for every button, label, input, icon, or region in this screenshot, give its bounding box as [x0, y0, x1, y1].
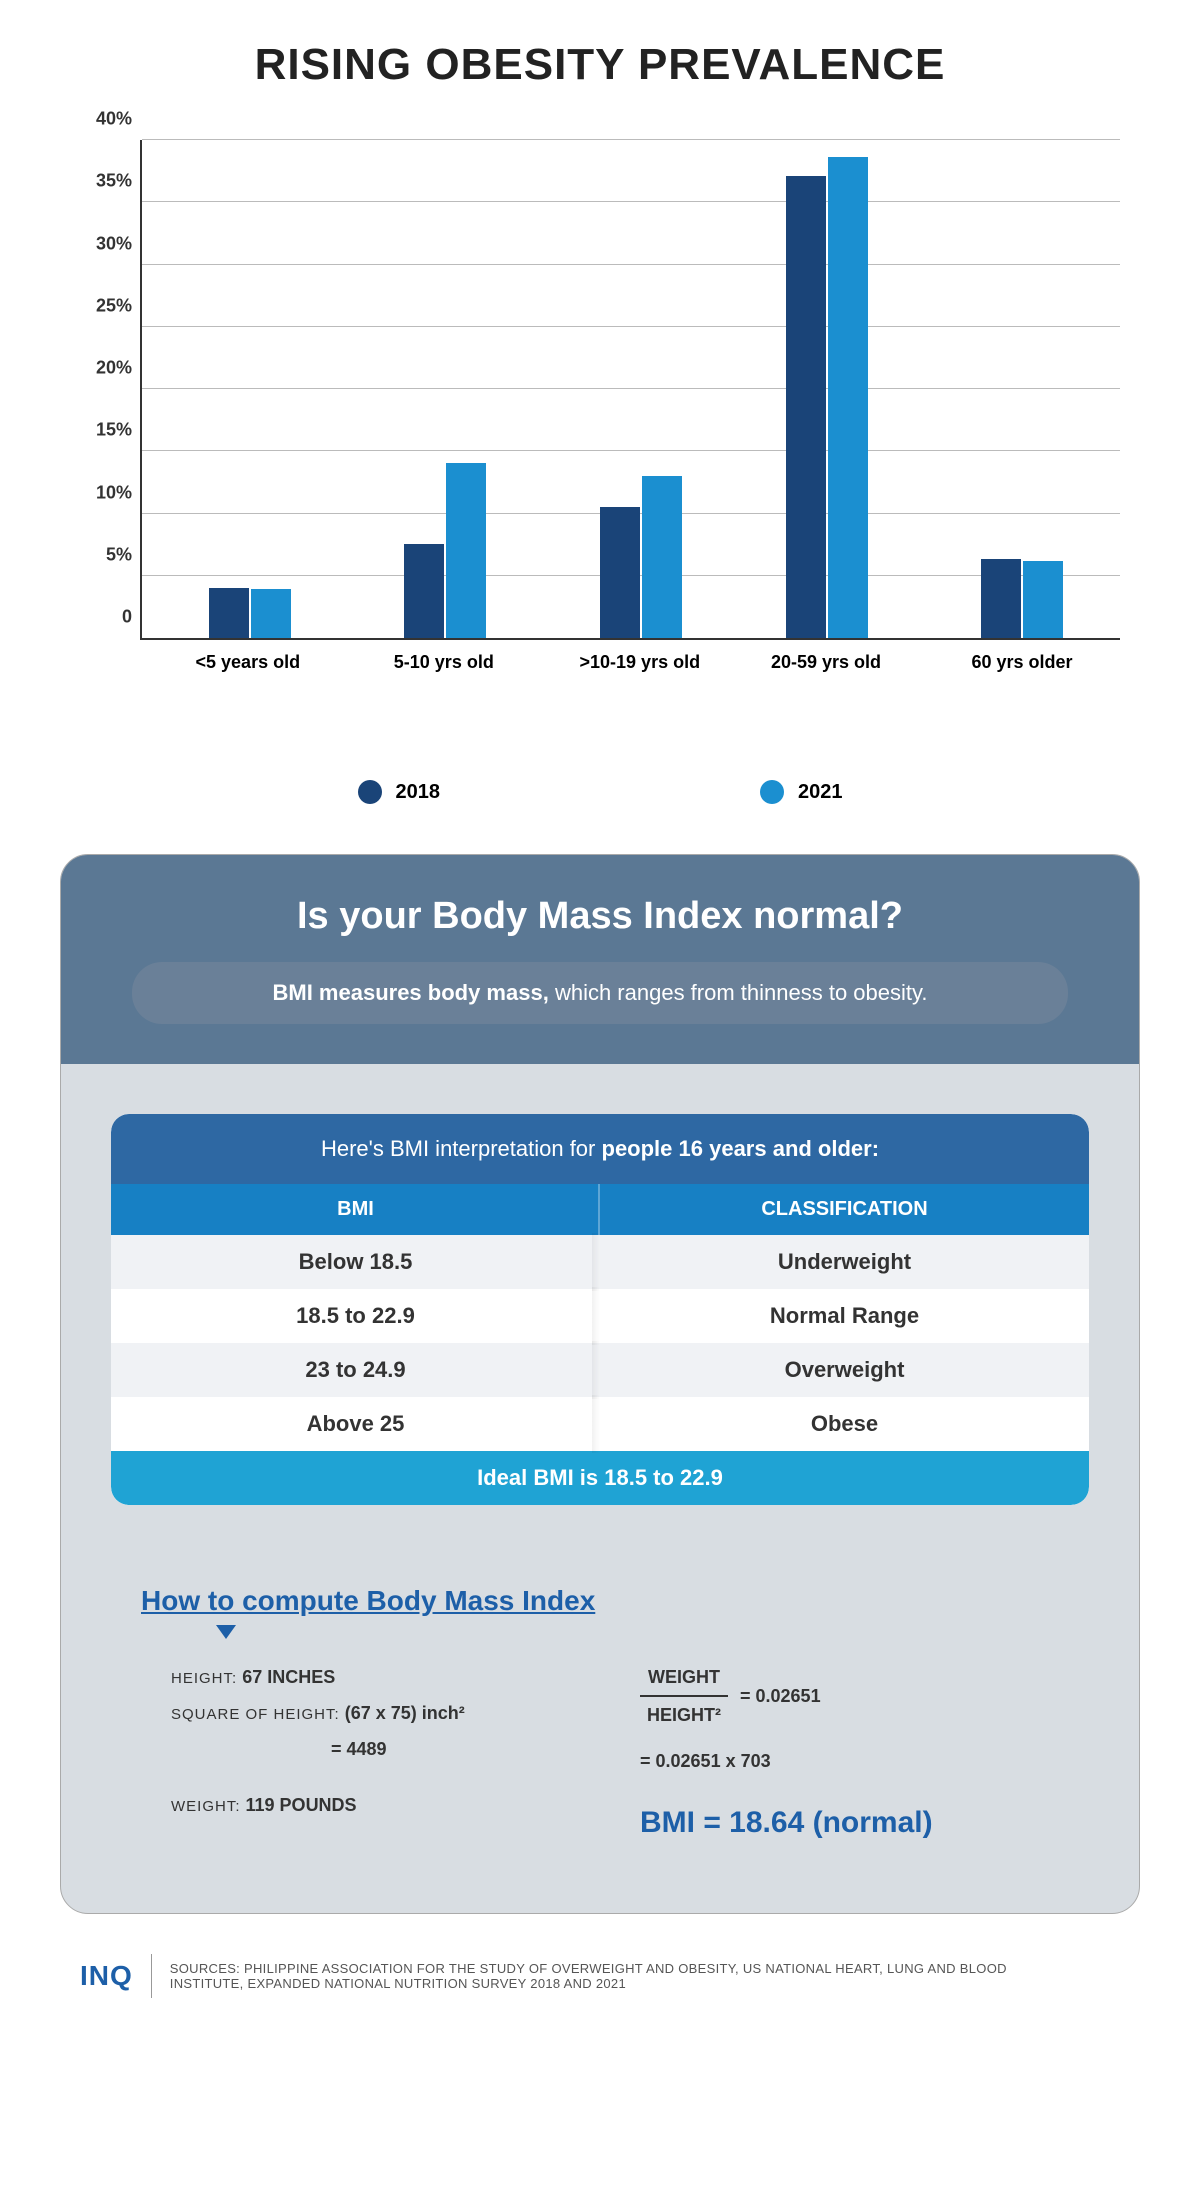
x-axis-label: >10-19 yrs old — [580, 652, 701, 673]
table-cell: Above 25 — [111, 1397, 600, 1451]
table-cell: 23 to 24.9 — [111, 1343, 600, 1397]
footer-divider — [151, 1954, 152, 1998]
bmi-subtitle-rest: which ranges from thinness to obesity. — [549, 980, 928, 1005]
weight-label: WEIGHT: — [171, 1798, 241, 1815]
table-row: 18.5 to 22.9Normal Range — [111, 1289, 1089, 1343]
gridline — [142, 326, 1120, 327]
compute-title: How to compute Body Mass Index — [141, 1585, 1089, 1617]
sq-expr: (67 x 75) inch² — [345, 1703, 465, 1723]
page-title: RISING OBESITY PREVALENCE — [60, 40, 1140, 90]
legend-label: 2018 — [396, 781, 441, 804]
y-axis-label: 20% — [96, 358, 132, 379]
bmi-table: Here's BMI interpretation for people 16 … — [111, 1114, 1089, 1505]
y-axis-label: 5% — [106, 544, 132, 565]
obesity-bar-chart: 05%10%15%20%25%30%35%40% <5 years old5-1… — [100, 140, 1120, 720]
bmi-table-header-row: BMI CLASSIFICATION — [111, 1184, 1089, 1235]
sq-label: SQUARE OF HEIGHT: — [171, 1706, 340, 1723]
table-row: Below 18.5Underweight — [111, 1235, 1089, 1289]
gridline — [142, 450, 1120, 451]
bmi-result: BMI = 18.64 (normal) — [640, 1793, 1029, 1853]
bmi-card: Is your Body Mass Index normal? BMI meas… — [60, 854, 1140, 1914]
bar-group — [209, 588, 291, 638]
height-label: HEIGHT: — [171, 1670, 237, 1687]
y-axis-label: 10% — [96, 482, 132, 503]
legend-label: 2021 — [798, 781, 843, 804]
height-value: 67 INCHES — [242, 1667, 335, 1687]
bar — [642, 476, 682, 639]
bmi-table-caption: Here's BMI interpretation for people 16 … — [111, 1114, 1089, 1184]
bmi-subtitle-box: BMI measures body mass, which ranges fro… — [132, 962, 1069, 1024]
table-cell: Normal Range — [600, 1289, 1089, 1343]
y-axis-label: 40% — [96, 109, 132, 130]
bar — [251, 589, 291, 638]
gridline — [142, 139, 1120, 140]
bar — [446, 463, 486, 638]
compute-left-col: HEIGHT: 67 INCHES SQUARE OF HEIGHT: (67 … — [171, 1659, 560, 1853]
bmi-body: Here's BMI interpretation for people 16 … — [61, 1064, 1139, 1913]
y-axis-label: 0 — [122, 607, 132, 628]
bar — [404, 544, 444, 638]
gridline — [142, 388, 1120, 389]
y-axis-label: 25% — [96, 295, 132, 316]
compute-grid: HEIGHT: 67 INCHES SQUARE OF HEIGHT: (67 … — [111, 1659, 1089, 1853]
bmi-caption-prefix: Here's BMI interpretation for — [321, 1136, 602, 1161]
frac-eq: = 0.02651 — [740, 1678, 821, 1714]
table-cell: 18.5 to 22.9 — [111, 1289, 600, 1343]
x-axis-label: 20-59 yrs old — [771, 652, 881, 673]
x-axis-label: <5 years old — [196, 652, 301, 673]
y-axis-label: 30% — [96, 233, 132, 254]
legend-dot-icon — [358, 780, 382, 804]
table-row: Above 25Obese — [111, 1397, 1089, 1451]
bmi-ideal-footer: Ideal BMI is 18.5 to 22.9 — [111, 1451, 1089, 1505]
bmi-caption-bold: people 16 years and older: — [602, 1136, 880, 1161]
compute-right-col: WEIGHT HEIGHT² = 0.02651 = 0.02651 x 703… — [640, 1659, 1029, 1853]
bar — [600, 507, 640, 638]
table-cell: Overweight — [600, 1343, 1089, 1397]
bar-group — [404, 463, 486, 638]
bar — [828, 157, 868, 638]
bmi-question: Is your Body Mass Index normal? — [91, 895, 1109, 938]
bar-group — [981, 559, 1063, 638]
bmi-header: Is your Body Mass Index normal? BMI meas… — [61, 855, 1139, 1064]
bar-group — [600, 476, 682, 639]
frac-top: WEIGHT — [640, 1659, 728, 1697]
bar — [1023, 561, 1063, 639]
bmi-th-bmi: BMI — [111, 1184, 600, 1235]
bar — [209, 588, 249, 638]
gridline — [142, 264, 1120, 265]
frac-bottom: HEIGHT² — [647, 1697, 721, 1733]
y-axis-label: 35% — [96, 171, 132, 192]
bar-group — [786, 157, 868, 638]
footer-logo: INQ — [80, 1960, 133, 1992]
table-row: 23 to 24.9Overweight — [111, 1343, 1089, 1397]
compute-step2: = 0.02651 x 703 — [640, 1743, 1029, 1779]
bar — [981, 559, 1021, 638]
footer-sources: SOURCES: PHILIPPINE ASSOCIATION FOR THE … — [170, 1961, 1030, 1991]
table-cell: Obese — [600, 1397, 1089, 1451]
down-arrow-icon — [216, 1625, 236, 1639]
legend-item: 2021 — [760, 780, 843, 804]
table-cell: Below 18.5 — [111, 1235, 600, 1289]
sq-result: = 4489 — [331, 1739, 387, 1759]
bmi-subtitle-bold: BMI measures body mass, — [272, 980, 548, 1005]
legend-dot-icon — [760, 780, 784, 804]
bar — [786, 176, 826, 639]
y-axis-label: 15% — [96, 420, 132, 441]
legend-item: 2018 — [358, 780, 441, 804]
table-cell: Underweight — [600, 1235, 1089, 1289]
x-axis-label: 5-10 yrs old — [394, 652, 494, 673]
weight-value: 119 POUNDS — [246, 1795, 357, 1815]
chart-legend: 2018 2021 — [60, 780, 1140, 804]
gridline — [142, 201, 1120, 202]
footer: INQ SOURCES: PHILIPPINE ASSOCIATION FOR … — [60, 1954, 1140, 1998]
bmi-th-classification: CLASSIFICATION — [600, 1184, 1089, 1235]
formula-fraction: WEIGHT HEIGHT² — [640, 1659, 728, 1733]
x-axis-label: 60 yrs older — [971, 652, 1072, 673]
